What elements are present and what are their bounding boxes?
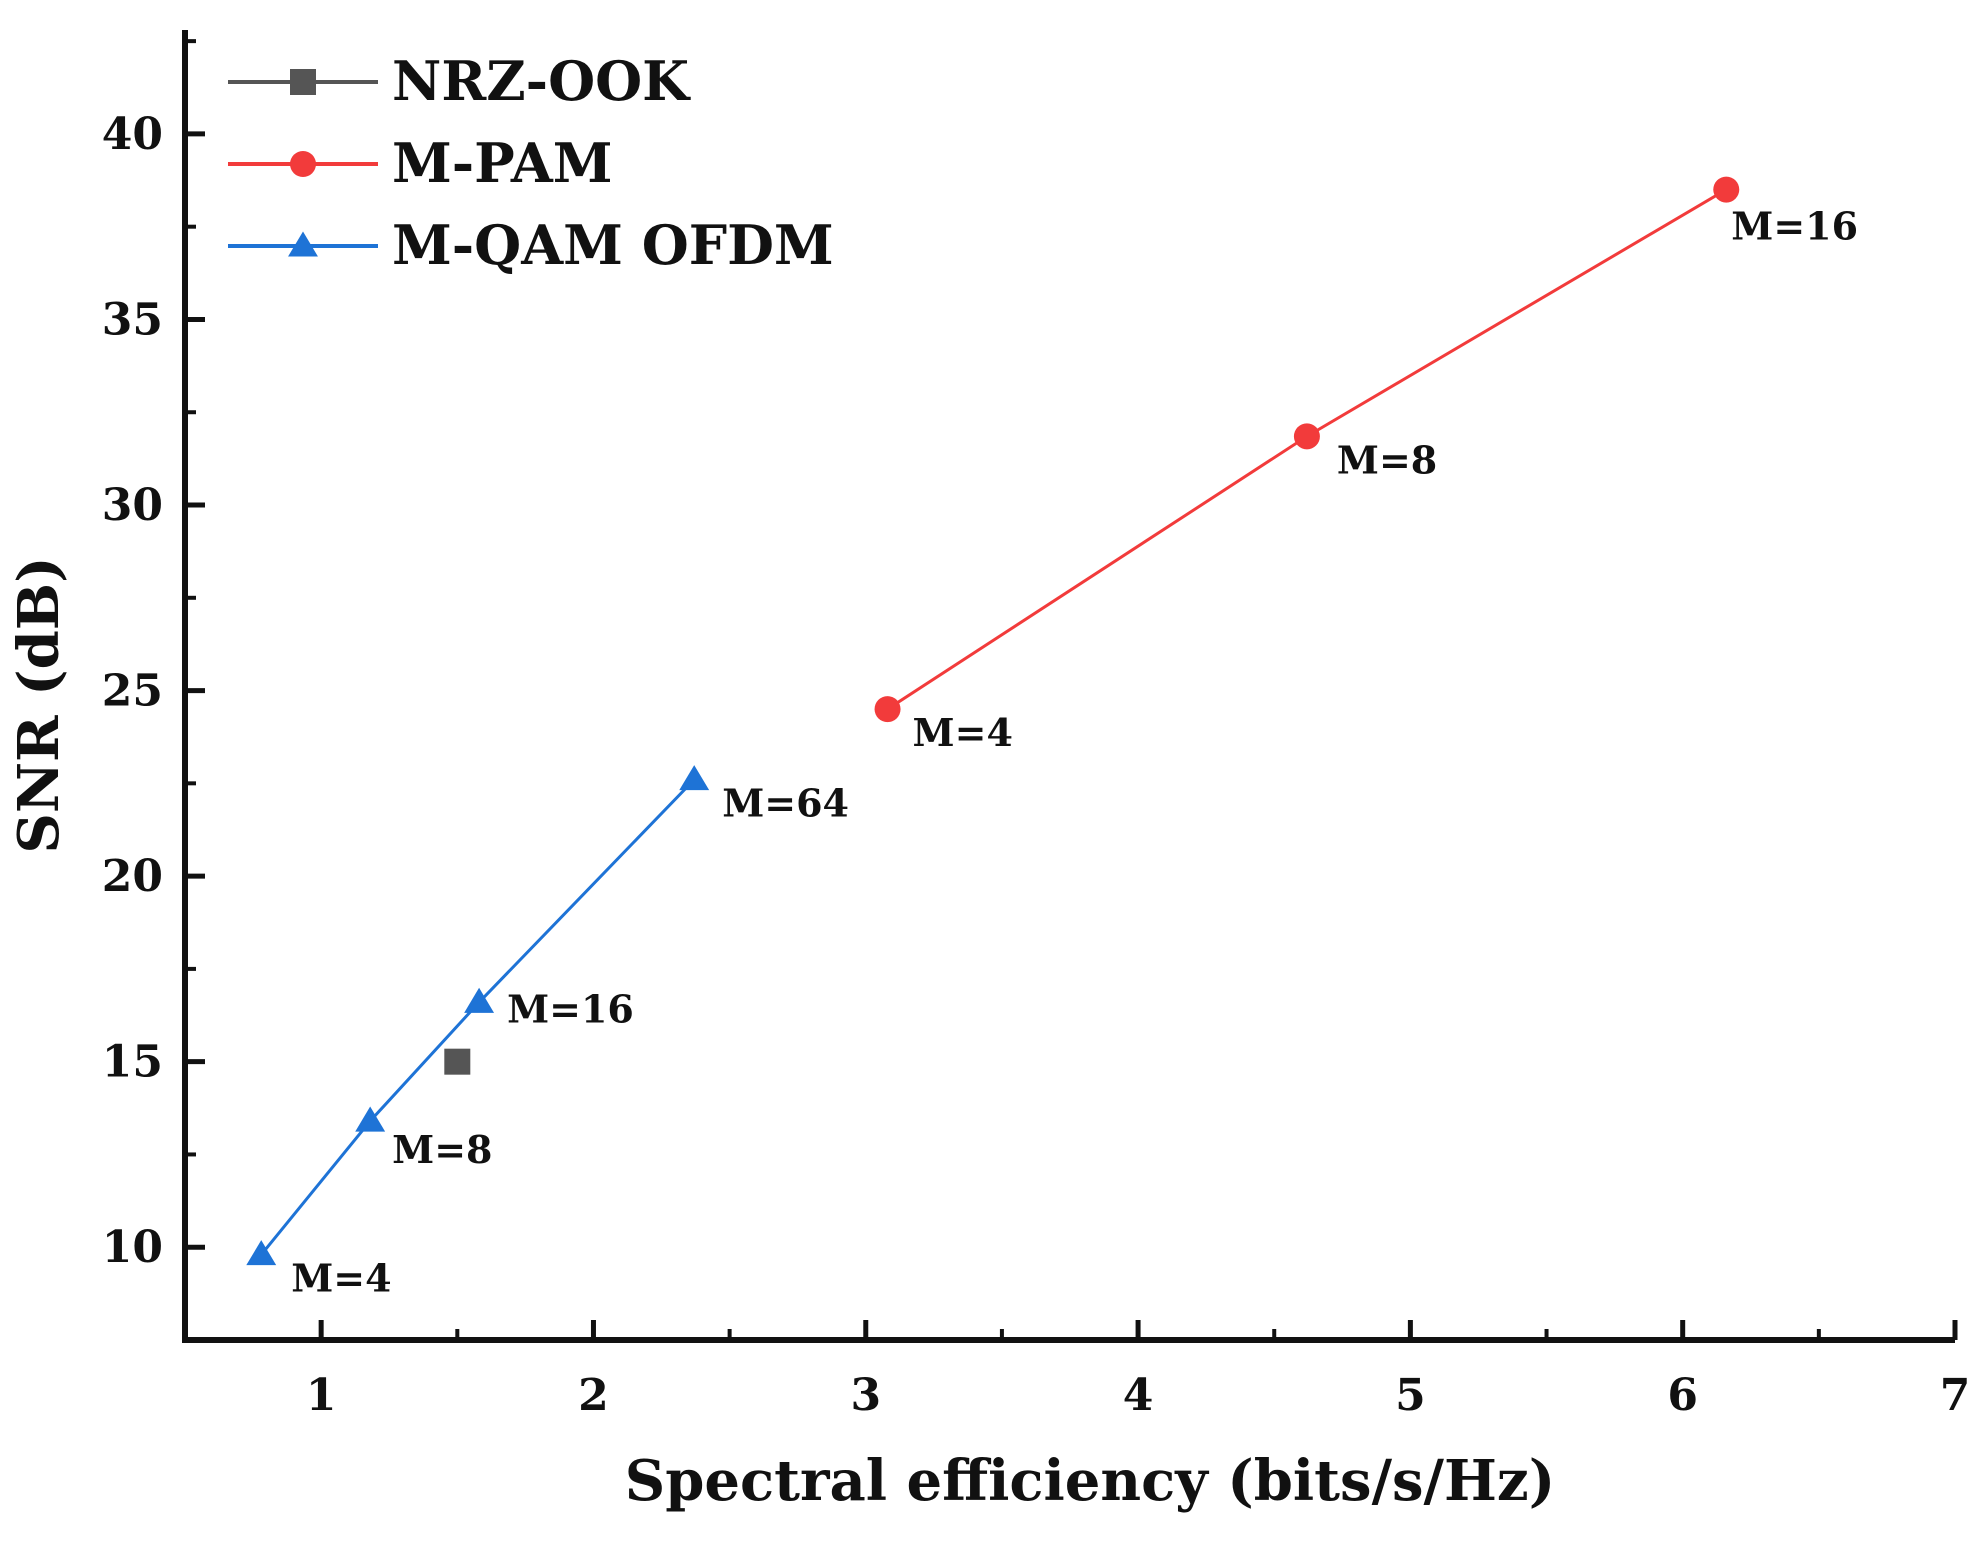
y-tick-label: 35 <box>102 294 163 345</box>
x-tick-label: 5 <box>1395 1370 1426 1421</box>
legend-label: M-PAM <box>392 131 613 195</box>
data-point <box>874 696 901 723</box>
data-point <box>246 1240 277 1266</box>
series-nrz-ook <box>444 1048 471 1075</box>
y-tick-label: 25 <box>102 666 163 717</box>
legend-item: M-QAM OFDM <box>228 213 834 277</box>
x-axis-title: Spectral efficiency (bits/s/Hz) <box>625 1448 1555 1514</box>
y-tick-label: 15 <box>102 1037 163 1088</box>
legend-label: NRZ-OOK <box>392 49 691 113</box>
data-point <box>1713 176 1740 203</box>
y-tick-label: 20 <box>102 851 163 902</box>
point-annotation: M=4 <box>291 1256 391 1301</box>
x-tick-label: 7 <box>1940 1370 1971 1421</box>
series-m-qam-ofdm: M=4 M=8 M=16 M=64 <box>246 765 849 1301</box>
point-annotation: M=8 <box>392 1127 492 1172</box>
x-tick-label: 1 <box>306 1370 337 1421</box>
x-tick-label: 6 <box>1667 1370 1698 1421</box>
point-annotation: M=16 <box>507 986 634 1031</box>
x-tick-label: 3 <box>850 1370 881 1421</box>
legend-marker <box>290 69 316 95</box>
data-point <box>1293 423 1320 450</box>
axes: 1 2 3 4 5 6 7 10 15 20 25 30 35 40 <box>102 30 1971 1421</box>
legend-marker <box>288 231 318 257</box>
point-annotation: M=64 <box>722 781 849 826</box>
plot-series: M=4 M=8 M=16 M=4 M=8 M=16 M=64 <box>246 176 1858 1301</box>
point-annotation: M=16 <box>1731 204 1858 249</box>
legend-item: NRZ-OOK <box>228 49 691 113</box>
legend-label: M-QAM OFDM <box>392 213 834 277</box>
legend-item: M-PAM <box>228 131 613 195</box>
legend: NRZ-OOK M-PAM M-QAM OFDM <box>228 49 834 277</box>
x-tick-label: 2 <box>578 1370 609 1421</box>
series-m-pam: M=4 M=8 M=16 <box>874 176 1858 755</box>
data-point <box>444 1048 471 1075</box>
point-annotation: M=4 <box>913 710 1013 755</box>
series-line <box>260 778 696 1256</box>
y-tick-label: 40 <box>102 109 163 160</box>
data-point <box>355 1106 386 1132</box>
y-tick-label: 30 <box>102 480 163 531</box>
data-point <box>679 765 710 791</box>
y-tick-label: 10 <box>102 1222 163 1273</box>
data-point <box>464 987 495 1013</box>
x-tick-label: 4 <box>1123 1370 1154 1421</box>
legend-marker <box>290 151 316 177</box>
y-axis-title: SNR (dB) <box>6 556 72 853</box>
point-annotation: M=8 <box>1337 437 1437 482</box>
